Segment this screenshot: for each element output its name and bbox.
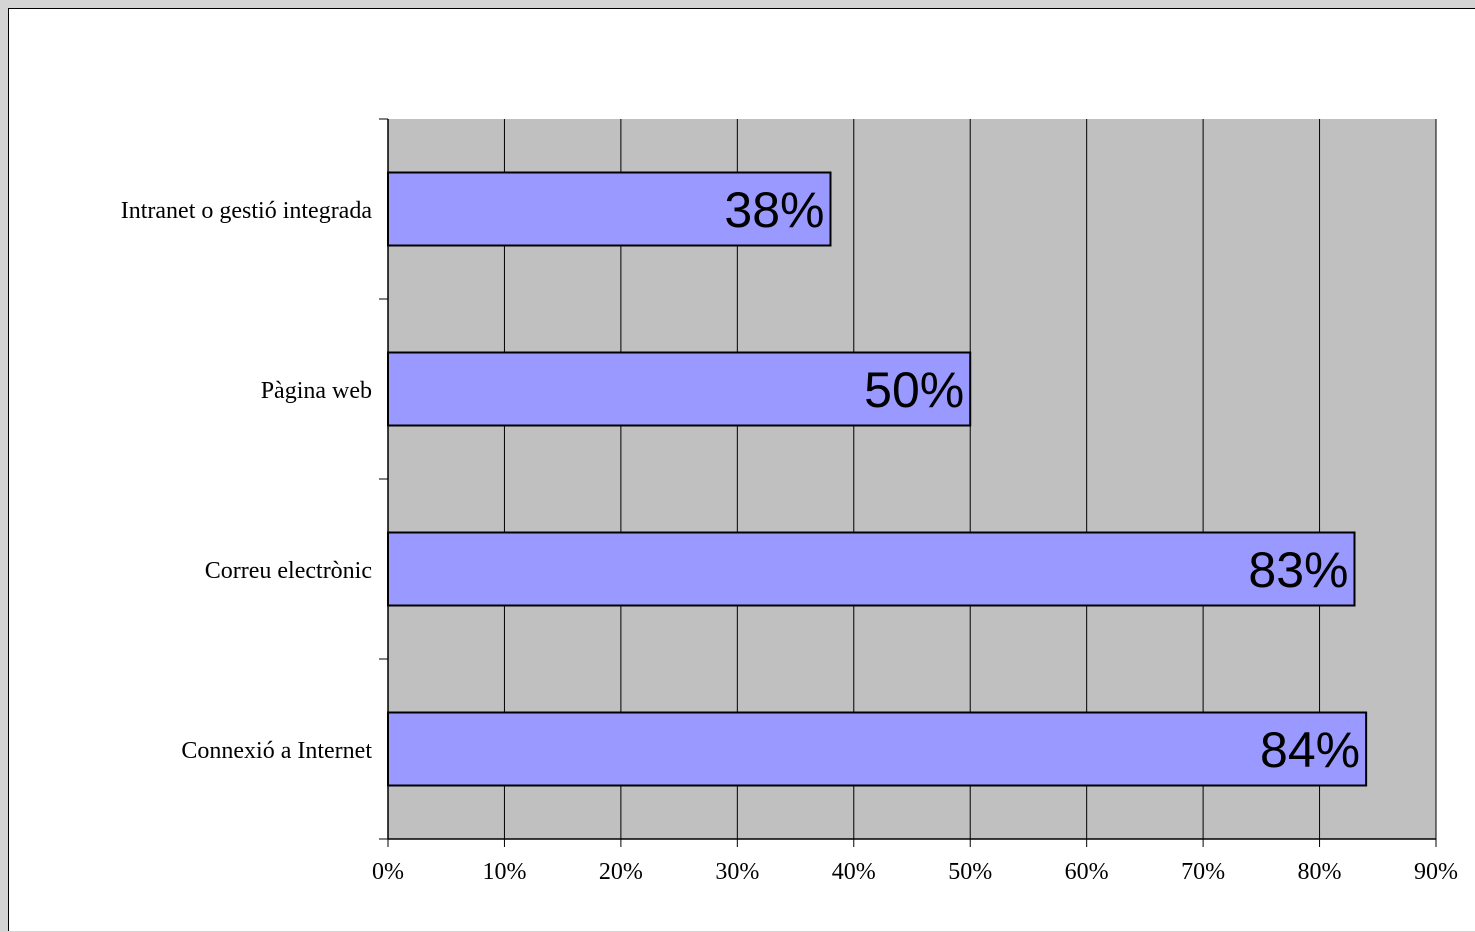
category-label: Pàgina web <box>261 378 372 404</box>
x-tick-label: 10% <box>482 859 526 885</box>
x-tick-label: 0% <box>372 859 404 885</box>
chart-frame: 0% 10% 20% 30% 40% 50% 60% 70% 80% 90% Intranet o … <box>8 8 1475 931</box>
bar <box>387 171 832 247</box>
x-tick-label: 80% <box>1298 859 1342 885</box>
data-label: 38% <box>724 182 824 238</box>
data-label: 83% <box>1248 542 1348 598</box>
labels: 0% 10% 20% 30% 40% 50% 60% 70% 80% 90% Intranet o … <box>121 182 1458 885</box>
data-label: 50% <box>864 362 964 418</box>
bar-chart: 0% 10% 20% 30% 40% 50% 60% 70% 80% 90% Intranet o … <box>121 118 1458 885</box>
data-label: 84% <box>1260 722 1360 778</box>
bar <box>387 351 972 427</box>
x-tick-label: 60% <box>1065 859 1109 885</box>
bars <box>387 171 1368 787</box>
category-label: Intranet o gestió integrada <box>121 198 373 224</box>
category-label: Connexió a Internet <box>181 738 372 764</box>
x-tick-label: 50% <box>948 859 992 885</box>
x-tick-label: 40% <box>832 859 876 885</box>
x-tick-label: 20% <box>599 859 643 885</box>
x-tick-label: 70% <box>1181 859 1225 885</box>
category-label: Correu electrònic <box>205 558 372 584</box>
bar <box>387 531 1356 607</box>
bar <box>387 711 1368 787</box>
x-tick-label: 90% <box>1414 859 1458 885</box>
x-tick-label: 30% <box>715 859 759 885</box>
axes <box>379 118 1437 847</box>
